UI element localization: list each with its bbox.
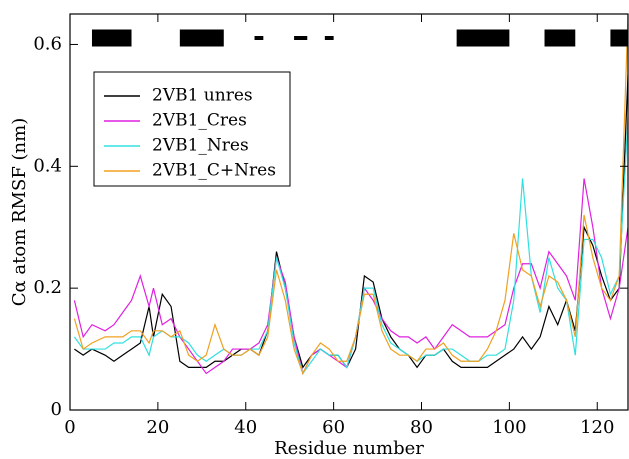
legend-label: 2VB1_C+Nres <box>152 161 276 181</box>
y-tick-label: 0.4 <box>33 155 62 176</box>
y-axis-label: Cα atom RMSF (nm) <box>9 118 30 306</box>
y-tick-label: 0.6 <box>33 33 62 54</box>
legend-box <box>93 71 291 187</box>
legend-label: 2VB1_Cres <box>152 111 247 131</box>
series-line <box>73 178 628 376</box>
plot-frame <box>69 13 629 411</box>
x-tick-label: 40 <box>234 417 257 438</box>
x-tick-label: 120 <box>580 417 614 438</box>
x-tick-label: 80 <box>410 417 433 438</box>
legend-label: 2VB1_Nres <box>152 136 249 156</box>
x-axis-label: Residue number <box>274 438 424 459</box>
legend-label: 2VB1 unres <box>152 86 253 106</box>
series-line <box>73 14 628 375</box>
structure-region <box>324 36 334 40</box>
structure-region <box>294 36 308 40</box>
legend: 2VB1 unres 2VB1_Cres 2VB1_Nres 2VB1_C+Nres <box>93 71 291 187</box>
x-tick-label: 100 <box>492 417 526 438</box>
structure-region <box>179 29 224 47</box>
structure-region <box>610 29 628 47</box>
series-line <box>74 74 628 369</box>
structure-region <box>456 29 510 47</box>
x-tick-label: 20 <box>146 417 169 438</box>
y-tick-label: 0 <box>51 399 62 420</box>
structure-region <box>544 29 576 47</box>
structure-region <box>254 36 264 40</box>
y-tick-label: 0.2 <box>33 277 62 298</box>
structure-region <box>91 29 132 47</box>
x-tick-label: 60 <box>322 417 345 438</box>
x-tick-label: 0 <box>64 417 75 438</box>
